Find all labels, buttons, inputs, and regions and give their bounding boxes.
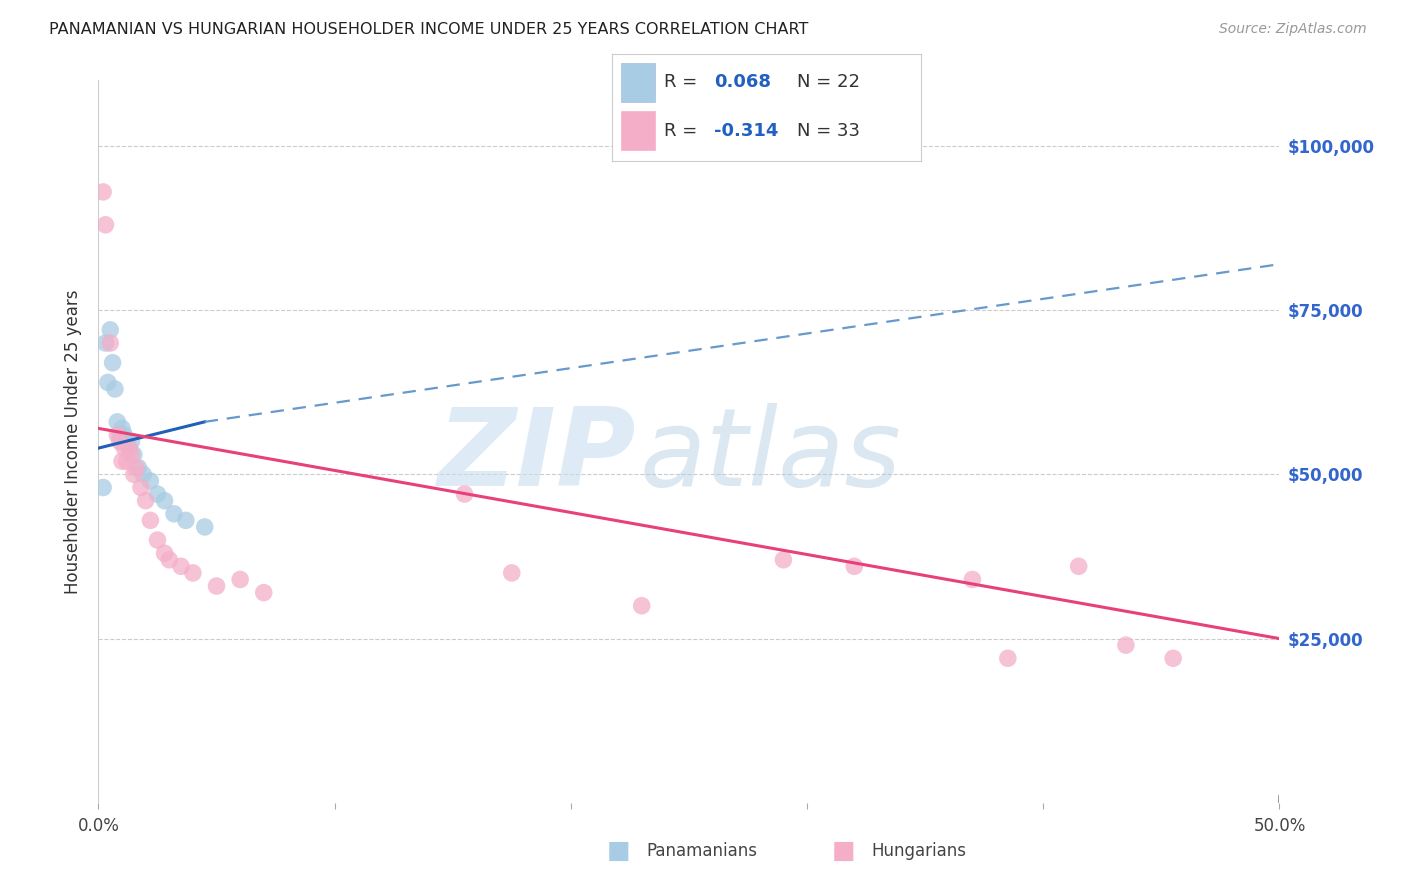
FancyBboxPatch shape	[621, 63, 655, 102]
Point	[128, 460, 150, 475]
Text: PANAMANIAN VS HUNGARIAN HOUSEHOLDER INCOME UNDER 25 YEARS CORRELATION CHART: PANAMANIAN VS HUNGARIAN HOUSEHOLDER INCO…	[49, 22, 808, 37]
Point	[108, 434, 131, 449]
Point	[153, 546, 176, 560]
Point	[125, 460, 148, 475]
Point	[153, 493, 176, 508]
Text: 0.068: 0.068	[714, 73, 770, 91]
Text: Hungarians: Hungarians	[872, 842, 967, 860]
Point	[163, 507, 186, 521]
Point	[111, 454, 134, 468]
Point	[139, 474, 162, 488]
Point	[1067, 559, 1090, 574]
Point	[118, 441, 141, 455]
Point	[101, 356, 124, 370]
Point	[170, 559, 193, 574]
Point	[229, 573, 252, 587]
Text: -0.314: -0.314	[714, 121, 778, 139]
Point	[118, 441, 141, 455]
Point	[174, 513, 197, 527]
Point	[97, 376, 120, 390]
Point	[1161, 651, 1184, 665]
Point	[253, 585, 276, 599]
Point	[205, 579, 228, 593]
Point	[962, 573, 984, 587]
Point	[91, 185, 114, 199]
Point	[91, 481, 114, 495]
Point	[772, 553, 794, 567]
Text: ■: ■	[607, 839, 630, 863]
Point	[115, 454, 138, 468]
Point	[139, 513, 162, 527]
Point	[98, 336, 121, 351]
Point	[181, 566, 204, 580]
Point	[501, 566, 523, 580]
Text: Source: ZipAtlas.com: Source: ZipAtlas.com	[1219, 22, 1367, 37]
Point	[146, 487, 169, 501]
Point	[997, 651, 1019, 665]
Point	[157, 553, 180, 567]
Point	[111, 421, 134, 435]
Point	[121, 434, 143, 449]
Point	[121, 448, 143, 462]
Text: R =: R =	[664, 73, 703, 91]
Point	[115, 434, 138, 449]
Point	[94, 218, 117, 232]
Text: ■: ■	[832, 839, 855, 863]
Point	[98, 323, 121, 337]
Text: atlas: atlas	[640, 403, 901, 508]
Text: N = 33: N = 33	[797, 121, 860, 139]
Point	[104, 382, 127, 396]
Text: ZIP: ZIP	[437, 403, 636, 509]
Point	[135, 493, 157, 508]
Y-axis label: Householder Income Under 25 years: Householder Income Under 25 years	[65, 289, 83, 594]
Point	[194, 520, 217, 534]
FancyBboxPatch shape	[621, 112, 655, 150]
Point	[1115, 638, 1137, 652]
Point	[112, 428, 135, 442]
Point	[844, 559, 866, 574]
Point	[453, 487, 475, 501]
Point	[122, 467, 145, 482]
Point	[94, 336, 117, 351]
Point	[630, 599, 652, 613]
Text: N = 22: N = 22	[797, 73, 860, 91]
Text: Panamanians: Panamanians	[647, 842, 758, 860]
Point	[112, 441, 135, 455]
Point	[129, 481, 152, 495]
Point	[105, 415, 128, 429]
Point	[108, 428, 131, 442]
Point	[132, 467, 155, 482]
Point	[105, 428, 128, 442]
Text: R =: R =	[664, 121, 703, 139]
Point	[122, 448, 145, 462]
Point	[146, 533, 169, 547]
